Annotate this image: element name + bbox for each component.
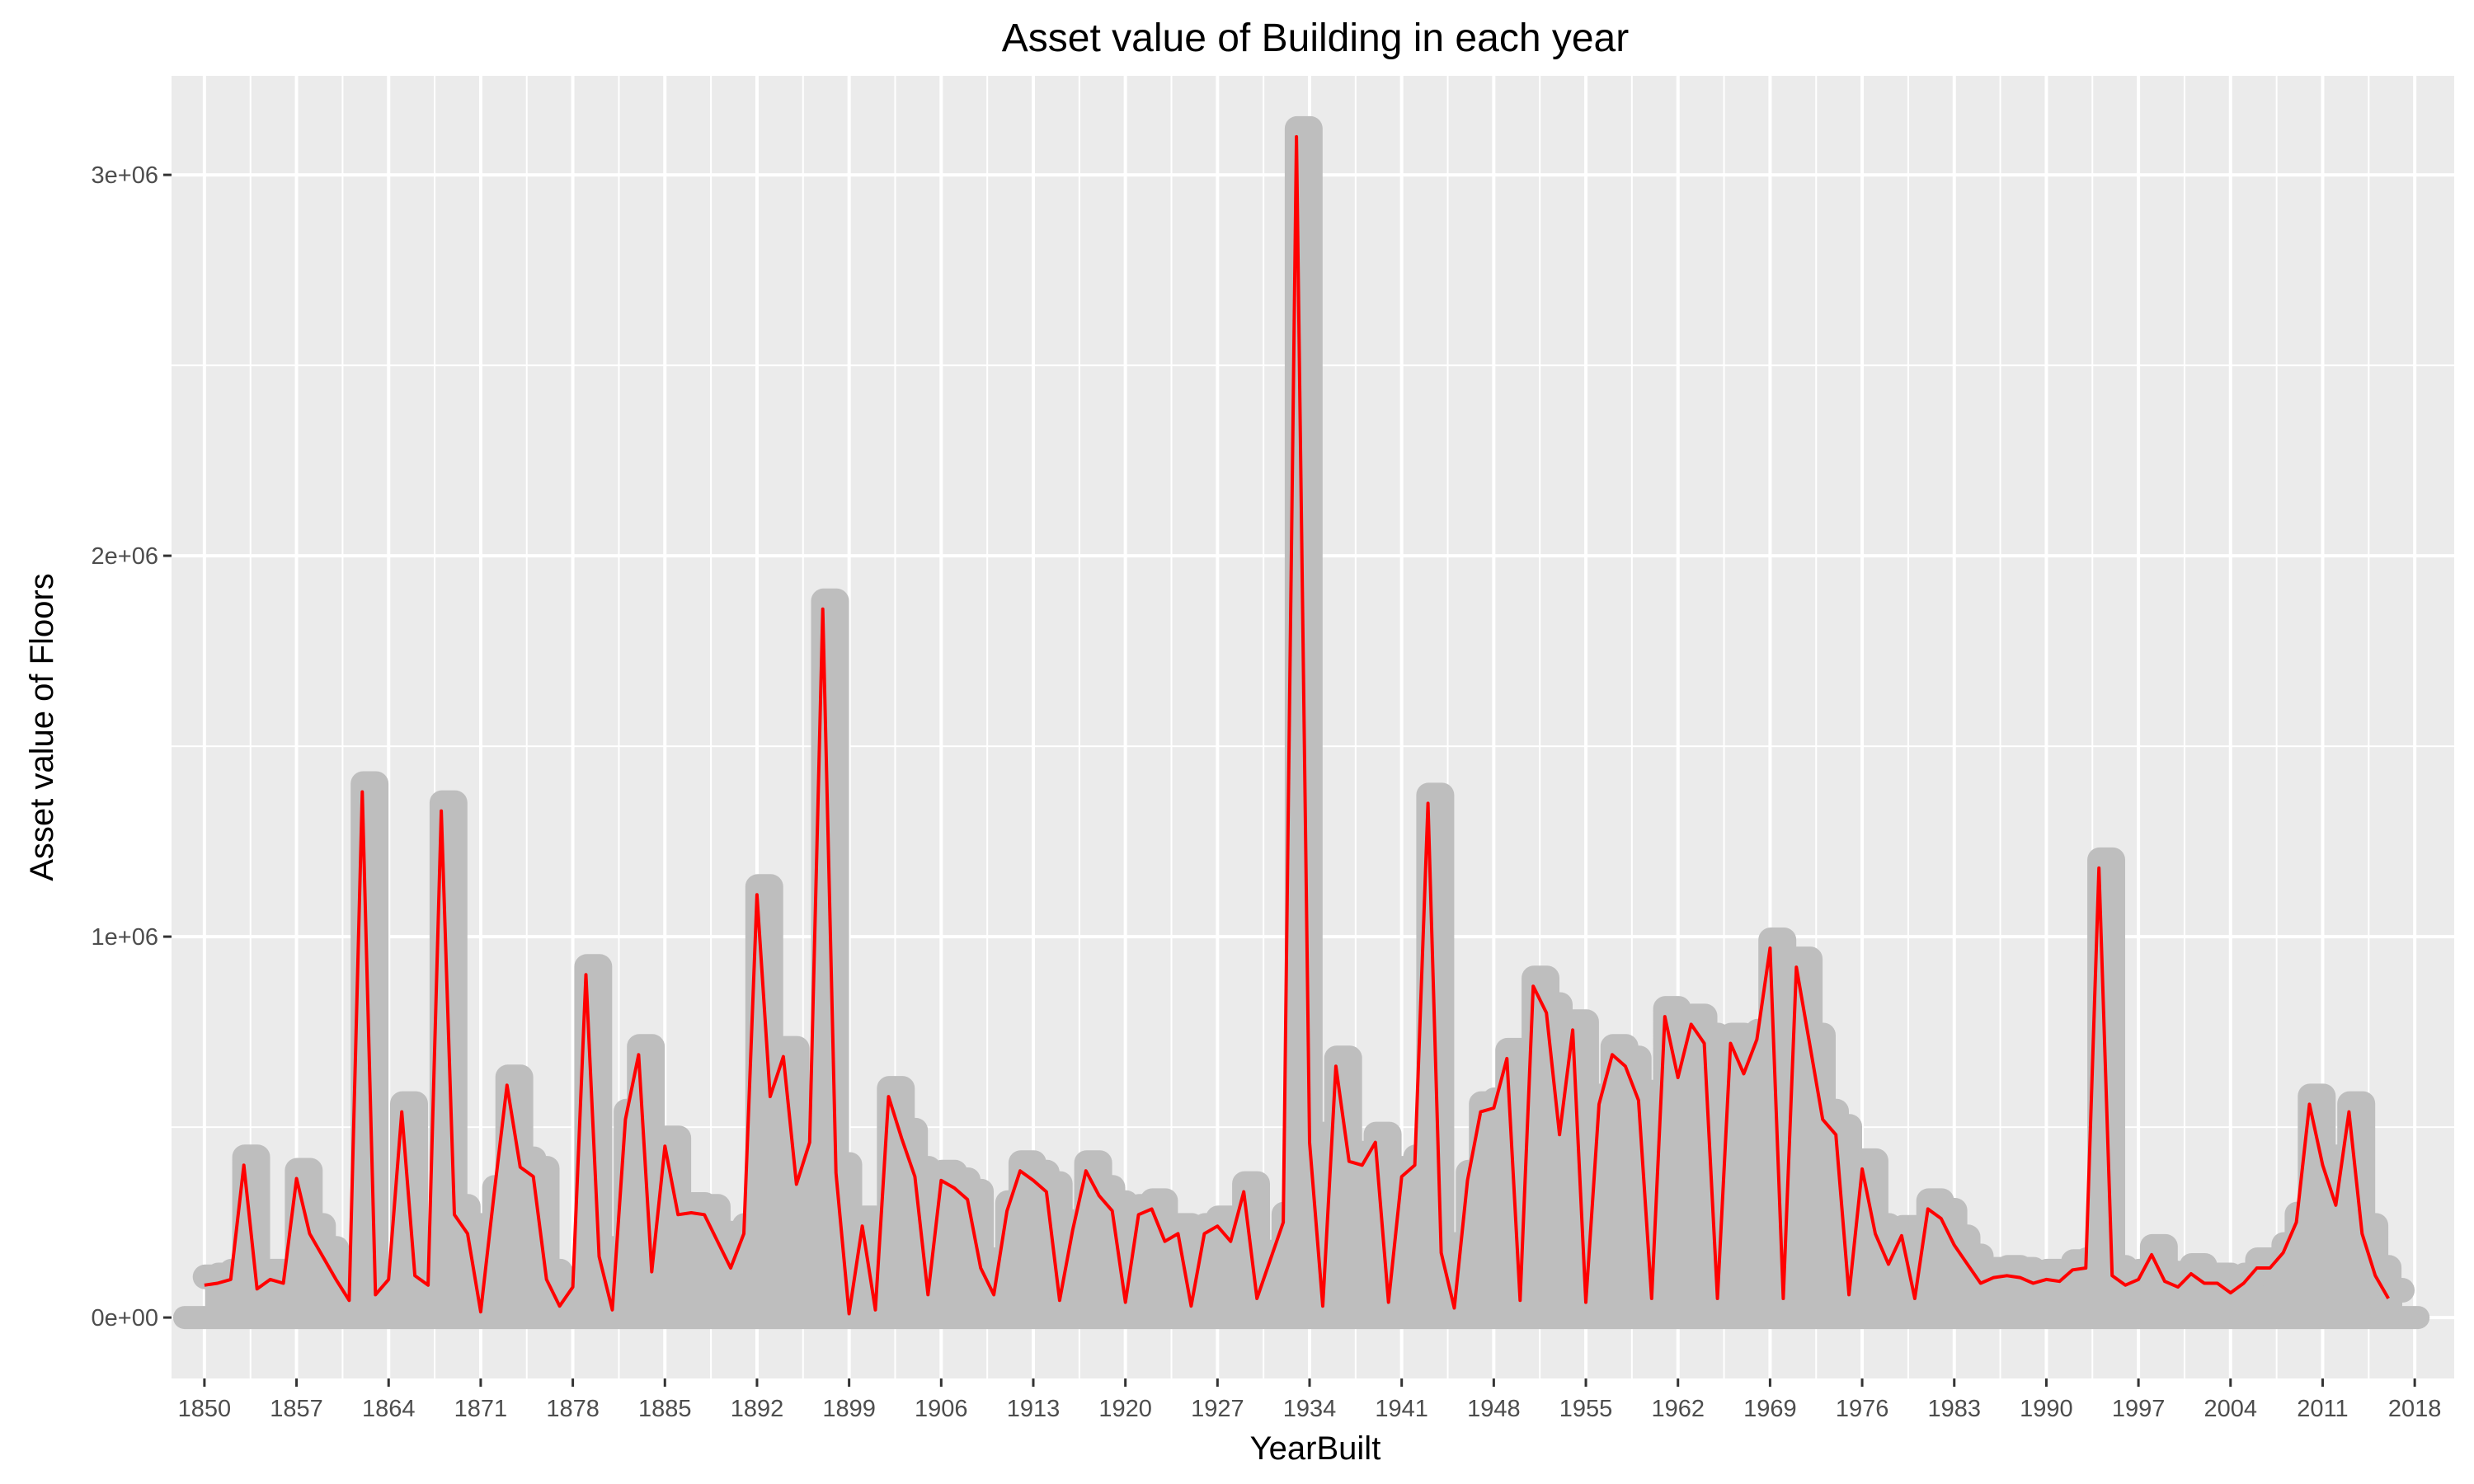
x-tick-label: 1878 <box>546 1396 600 1422</box>
x-axis-title: YearBuilt <box>1250 1430 1381 1467</box>
x-tick-label: 1955 <box>1559 1396 1613 1422</box>
x-tick-label: 1948 <box>1467 1396 1521 1422</box>
x-axis-ticks: 1850 1857 1864 1871 1878 1885 1892 1899 1906 1913… <box>178 1378 2442 1422</box>
x-tick-label: 1899 <box>822 1396 876 1422</box>
y-tick-label: 3e+06 <box>92 162 158 189</box>
x-tick-label: 1857 <box>270 1396 323 1422</box>
y-tick-label: 2e+06 <box>92 543 158 570</box>
x-tick-label: 2004 <box>2204 1396 2258 1422</box>
series-line <box>204 134 2390 1316</box>
x-tick-label: 1990 <box>2020 1396 2073 1422</box>
x-tick-label: 1885 <box>638 1396 692 1422</box>
x-tick-label: 1969 <box>1743 1396 1797 1422</box>
x-tick-label: 1920 <box>1098 1396 1152 1422</box>
x-tick-label: 1941 <box>1375 1396 1428 1422</box>
x-tick-label: 2018 <box>2388 1396 2442 1422</box>
y-tick-label: 1e+06 <box>92 924 158 951</box>
series-line-layer <box>204 134 2390 1316</box>
x-tick-label: 1927 <box>1191 1396 1244 1422</box>
x-tick-label: 1934 <box>1283 1396 1337 1422</box>
x-tick-label: 1983 <box>1927 1396 1981 1422</box>
y-tick-label: 0e+00 <box>92 1305 158 1331</box>
x-tick-label: 1976 <box>1836 1396 1889 1422</box>
y-axis-ticks: 0e+00 1e+06 2e+06 3e+06 <box>92 162 172 1331</box>
x-tick-label: 1906 <box>915 1396 968 1422</box>
chart-title: Asset value of Building in each year <box>1002 16 1629 60</box>
x-tick-label: 1997 <box>2112 1396 2166 1422</box>
series-shadow-outline <box>192 115 2415 1318</box>
x-tick-label: 1871 <box>454 1396 508 1422</box>
x-tick-label: 1850 <box>178 1396 232 1422</box>
x-tick-label: 1892 <box>731 1396 784 1422</box>
x-tick-label: 2011 <box>2297 1396 2348 1422</box>
x-tick-label: 1864 <box>362 1396 416 1422</box>
x-tick-label: 1962 <box>1651 1396 1705 1422</box>
x-tick-label: 1913 <box>1007 1396 1061 1422</box>
y-axis-title: Asset value of Floors <box>24 573 60 881</box>
